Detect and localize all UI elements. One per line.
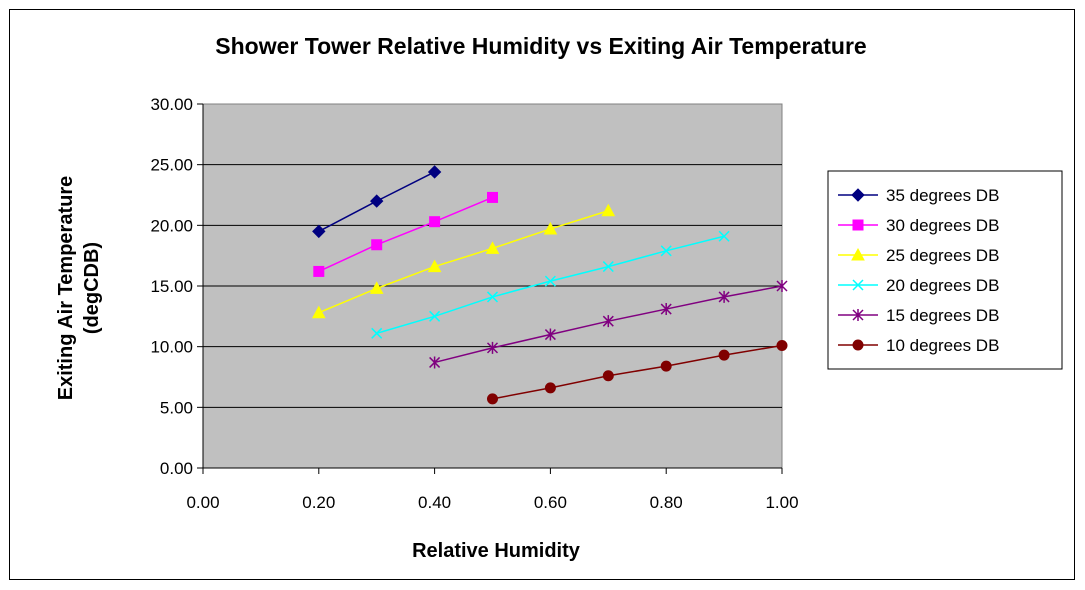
data-point-marker [371, 239, 383, 251]
data-point-marker [776, 280, 788, 292]
legend-label: 20 degrees DB [886, 276, 999, 295]
data-point-marker [429, 216, 441, 228]
data-point-marker [429, 310, 441, 322]
series-5 [487, 339, 788, 405]
legend-box [827, 170, 1063, 370]
data-point-marker [487, 191, 498, 203]
data-point-marker [543, 221, 558, 235]
legend-marker [852, 219, 864, 231]
data-point-marker [427, 165, 442, 179]
y-tick-label: 15.00 [150, 277, 193, 296]
legend-marker [852, 309, 864, 321]
legend-marker [851, 188, 865, 202]
data-point-marker [660, 360, 672, 372]
series-1 [313, 191, 498, 277]
legend: 35 degrees DB 30 degrees DB 25 degrees DB 2… [827, 170, 1063, 370]
series-line [318, 210, 609, 314]
x-tick-label: 0.40 [418, 493, 451, 512]
legend-marker [852, 339, 864, 351]
legend-label: 10 degrees DB [886, 336, 999, 355]
y-tick-label: 20.00 [150, 216, 193, 235]
data-point-marker [660, 303, 672, 316]
y-tick-label: 5.00 [160, 398, 193, 417]
legend-marker [852, 279, 864, 291]
series-line [318, 196, 493, 273]
data-point-marker [427, 259, 442, 273]
data-point-marker [486, 341, 499, 354]
data-point-marker [718, 290, 730, 303]
series-line [492, 344, 783, 400]
data-point-marker [429, 356, 441, 369]
data-point-marker [602, 370, 614, 382]
y-tick-label: 0.00 [160, 459, 193, 478]
x-tick-label: 0.80 [650, 493, 683, 512]
data-point-marker [369, 281, 384, 294]
legend-entry: 30 degrees DB [838, 216, 999, 235]
x-axis-title: Relative Humidity [412, 540, 581, 562]
y-tick-label: 10.00 [150, 338, 193, 357]
legend-label: 25 degrees DB [886, 246, 999, 265]
data-point-marker [369, 194, 384, 208]
legend-entry: 25 degrees DB [838, 246, 999, 265]
series-3 [371, 230, 730, 339]
series-4 [429, 280, 788, 369]
legend-label: 30 degrees DB [886, 216, 999, 235]
y-tick-label: 30.00 [150, 95, 193, 114]
chart-title: Shower Tower Relative Humidity vs Exitin… [215, 33, 866, 59]
data-point-marker [602, 315, 614, 328]
data-point-marker [485, 241, 500, 254]
data-point-marker [313, 265, 325, 277]
x-tick-label: 0.60 [534, 493, 567, 512]
data-point-marker [544, 382, 556, 394]
plot-area: 0.00 5.00 10.00 15.00 20.00 25.00 30.00 0.00 0.2… [150, 95, 798, 512]
data-point-marker [371, 327, 383, 339]
data-point-marker [602, 261, 614, 273]
legend-label: 35 degrees DB [886, 186, 999, 205]
data-point-marker [311, 305, 326, 319]
legend-marker [851, 247, 865, 261]
x-tick-label: 1.00 [765, 493, 798, 512]
x-tick-label: 0.00 [186, 493, 219, 512]
y-tick-label: 25.00 [150, 156, 193, 175]
data-point-marker [776, 339, 788, 351]
legend-label: 15 degrees DB [886, 306, 999, 325]
data-point-marker [660, 245, 672, 257]
data-point-marker [718, 230, 730, 242]
series-2 [311, 203, 616, 319]
y-axis-title-group: Exiting Air Temperature (degCDB) [55, 176, 103, 401]
data-point-marker [718, 349, 730, 361]
data-point-marker [312, 224, 326, 239]
series-0 [312, 165, 442, 239]
data-point-marker [487, 393, 498, 405]
legend-entry: 35 degrees DB [838, 186, 999, 205]
legend-entry: 10 degrees DB [838, 336, 999, 355]
data-point-marker [544, 328, 556, 341]
x-tick-label: 0.20 [302, 493, 335, 512]
y-axis-title-line1: Exiting Air Temperature [55, 176, 77, 401]
data-point-marker [486, 291, 499, 303]
y-axis-title-line2: (degCDB) [81, 242, 103, 334]
legend-entry: 20 degrees DB [838, 276, 999, 295]
data-point-marker [544, 275, 556, 287]
data-point-marker [601, 203, 616, 217]
legend-entry: 15 degrees DB [838, 306, 999, 325]
